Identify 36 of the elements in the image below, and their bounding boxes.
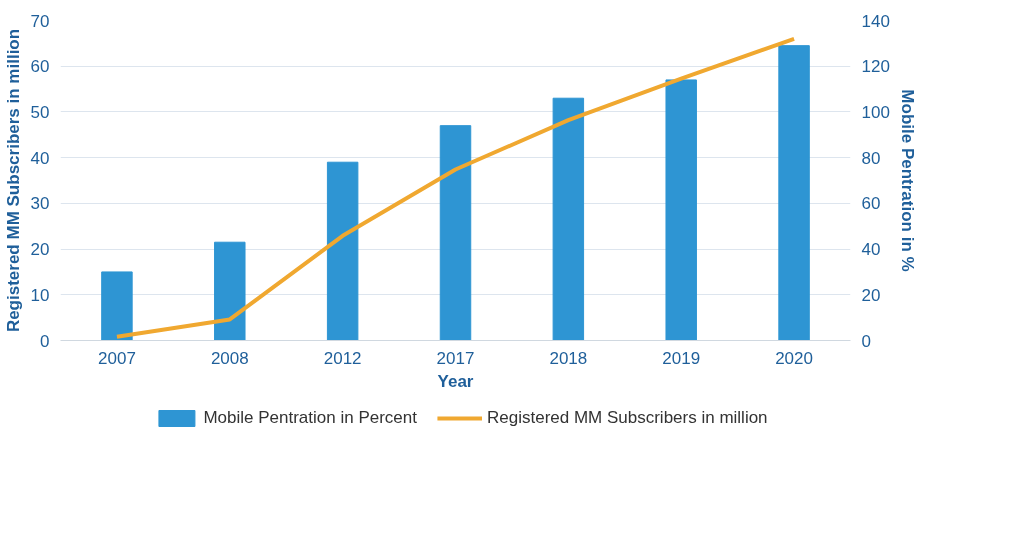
y-tick-label: 70 [30, 11, 50, 31]
bar [214, 241, 246, 341]
y-axis-title: Registered MM Subscribers in million [3, 28, 23, 333]
x-tick-label: 2018 [549, 348, 588, 368]
x-tick-label: 2019 [662, 348, 701, 368]
legend-label: Registered MM Subscribers in million [486, 408, 768, 428]
x-tick-label: 2012 [323, 348, 362, 368]
y-tick-label: 40 [30, 148, 50, 168]
bar [665, 79, 697, 341]
x-tick-label: 2008 [210, 348, 249, 368]
x-axis-title: Year [437, 371, 474, 391]
y2-tick-label: 0 [861, 331, 871, 351]
y-tick-label: 0 [40, 331, 50, 351]
y-tick-label: 10 [30, 285, 50, 305]
x-tick-label: 2020 [775, 348, 813, 368]
bar [439, 125, 472, 341]
legend-label: Mobile Pentration in Percent [203, 408, 417, 428]
y2-tick-label: 120 [861, 57, 890, 77]
y2-tick-label: 140 [861, 11, 890, 31]
y2-tick-label: 80 [861, 148, 881, 168]
line-series [114, 36, 797, 339]
y2-tick-label: 100 [861, 102, 890, 122]
y-tick-label: 30 [30, 194, 50, 214]
y2-tick-label: 60 [861, 194, 881, 214]
bar [778, 45, 810, 341]
y2-tick-label: 40 [861, 240, 881, 260]
x-tick-label: 2007 [98, 348, 136, 368]
y-tick-label: 60 [30, 57, 50, 77]
y-tick-label: 50 [30, 102, 50, 122]
bar [101, 271, 133, 341]
y-tick-label: 20 [30, 240, 50, 260]
x-tick-label: 2017 [436, 348, 475, 368]
bar [552, 97, 585, 341]
y2-tick-label: 20 [861, 285, 881, 305]
bar [326, 161, 359, 341]
y2-axis-title: Mobile Pentration in % [897, 89, 917, 272]
